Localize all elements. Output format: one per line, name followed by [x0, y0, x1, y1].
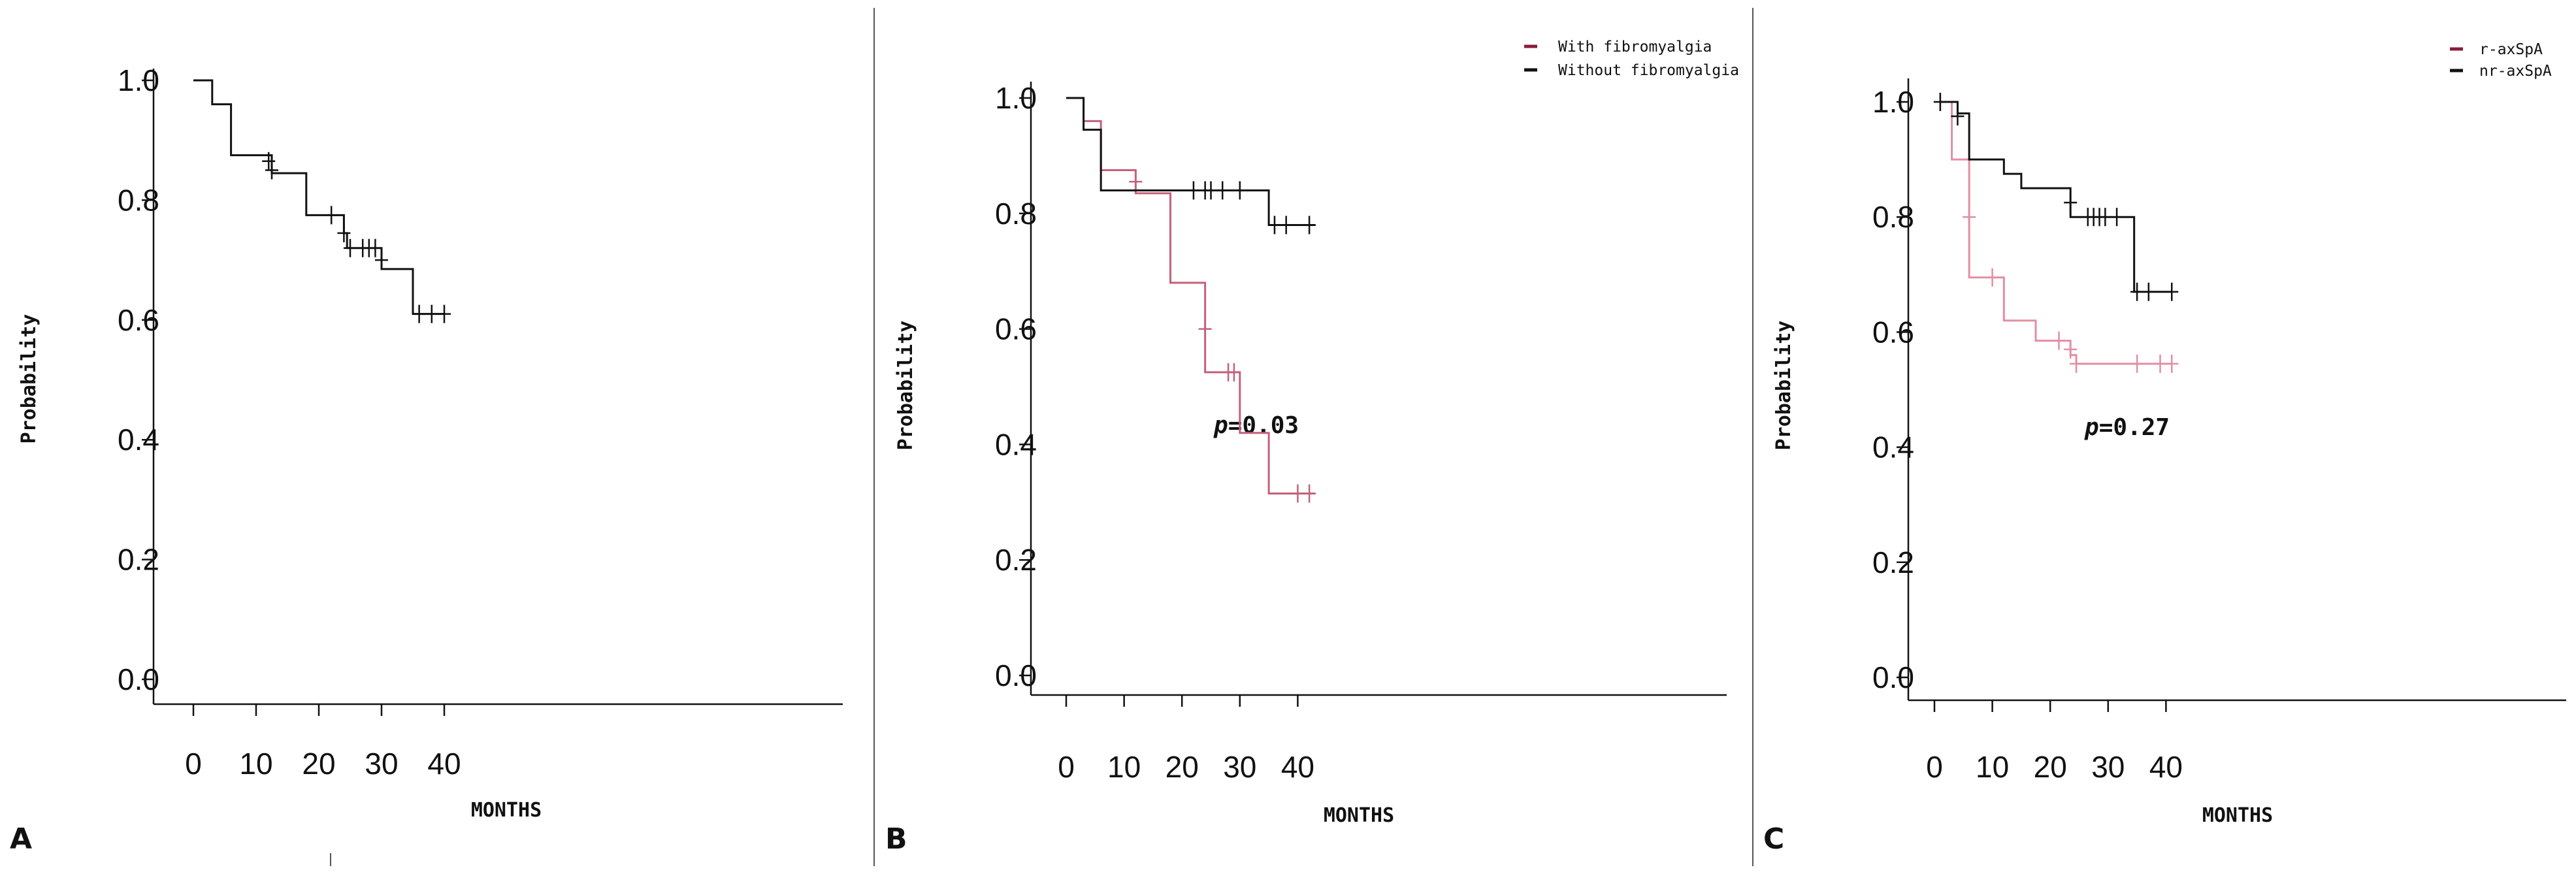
legend-label-nr-axspa: nr-axSpA	[2479, 63, 2552, 80]
panel-c-ytick-label: 0.6	[1872, 315, 1914, 349]
panel-b-plot: 0.0 0.2 0.4 0.6 0.8 1.0 0 10 20 30 40	[995, 81, 1727, 784]
panel-b-ytick-label: 0.4	[995, 427, 1037, 461]
panel-letter-b: B	[885, 822, 907, 856]
panel-b-curve-without-fibromyalgia	[1066, 97, 1315, 226]
panel-a-ytick-label: 1.0	[118, 63, 159, 97]
panel-b-xtick-label: 10	[1107, 750, 1141, 784]
panel-b-xtick-label: 30	[1223, 750, 1256, 784]
panel-letter-c: C	[1763, 822, 1784, 856]
legend-label-without-fibromyalgia: Without fibromyalgia	[1558, 62, 1739, 79]
panel-a-ylabel: Probability	[18, 314, 41, 444]
panel-b-ytick-label: 0.6	[995, 312, 1037, 346]
panel-c-ytick-label: 0.2	[1872, 545, 1914, 579]
panel-a-ytick-label: 0.0	[118, 662, 159, 696]
panel-b-pvalue-text: =0.03	[1228, 412, 1299, 439]
panel-a-plot: 0.0 0.2 0.4 0.6 0.8 1.0 0 10 20 30 40	[118, 63, 843, 781]
panel-c-plot: 0.0 0.2 0.4 0.6 0.8 1.0 0 10 20 30 40	[1872, 78, 2566, 784]
panel-b-ytick-label: 0.8	[995, 197, 1037, 231]
panel-c-xtick-label: 20	[2034, 750, 2067, 784]
panel-c-pvalue-text: =0.27	[2099, 414, 2170, 441]
panel-c-ylabel: Probability	[1772, 321, 1795, 451]
panel-c-curve-r-axspa	[1940, 101, 2172, 365]
legend-label-with-fibromyalgia: With fibromyalgia	[1558, 39, 1712, 56]
panel-b-ytick-label: 1.0	[995, 81, 1037, 115]
panel-a-ytick-label: 0.4	[118, 423, 159, 457]
panel-c-xlabel: MONTHS	[2202, 804, 2273, 827]
panel-b-xtick-label: 40	[1281, 750, 1314, 784]
panel-a-ytick-label: 0.2	[118, 543, 159, 577]
panel-b-ytick-label: 0.2	[995, 543, 1037, 577]
panel-a-xtick-label: 20	[302, 747, 335, 781]
panel-c-ytick-label: 0.0	[1872, 660, 1914, 694]
panel-b-ytick-label: 0.0	[995, 658, 1037, 692]
panel-b-pvalue: p=0.03	[1213, 412, 1299, 439]
panel-a-ytick-label: 0.6	[118, 303, 159, 337]
panel-c-xtick-label: 0	[1926, 750, 1943, 784]
panel-c-curve-nr-axspa	[1940, 101, 2172, 293]
panel-b-xlabel: MONTHS	[1324, 804, 1394, 827]
panel-c-xtick-label: 30	[2091, 750, 2125, 784]
panel-b-curve-with-fibromyalgia	[1066, 97, 1315, 495]
panel-a-xtick-label: 0	[185, 747, 202, 781]
panel-c-ytick-label: 0.8	[1872, 200, 1914, 234]
panel-b-ylabel: Probability	[894, 321, 917, 451]
panel-c-ytick-label: 0.4	[1872, 430, 1914, 464]
panel-b-xtick-label: 20	[1166, 750, 1199, 784]
panel-c-pvalue: p=0.27	[2084, 414, 2170, 441]
panel-a-ytick-label: 0.8	[118, 183, 159, 217]
panel-a-xtick-label: 10	[239, 747, 272, 781]
legend-label-r-axspa: r-axSpA	[2479, 41, 2543, 58]
panel-letter-a: A	[10, 822, 32, 856]
panel-b-xtick-label: 0	[1058, 750, 1075, 784]
panel-c-pvalue-prefix: p	[2084, 414, 2099, 441]
panel-b-pvalue-prefix: p	[1213, 412, 1228, 439]
panel-c-xtick-label: 40	[2149, 750, 2183, 784]
panel-c-ytick-label: 1.0	[1872, 85, 1914, 119]
panel-c-xtick-label: 10	[1976, 750, 2009, 784]
panel-a-xtick-label: 30	[365, 747, 398, 781]
panel-a-xtick-label: 40	[427, 747, 461, 781]
panel-a-xlabel: MONTHS	[471, 799, 542, 822]
